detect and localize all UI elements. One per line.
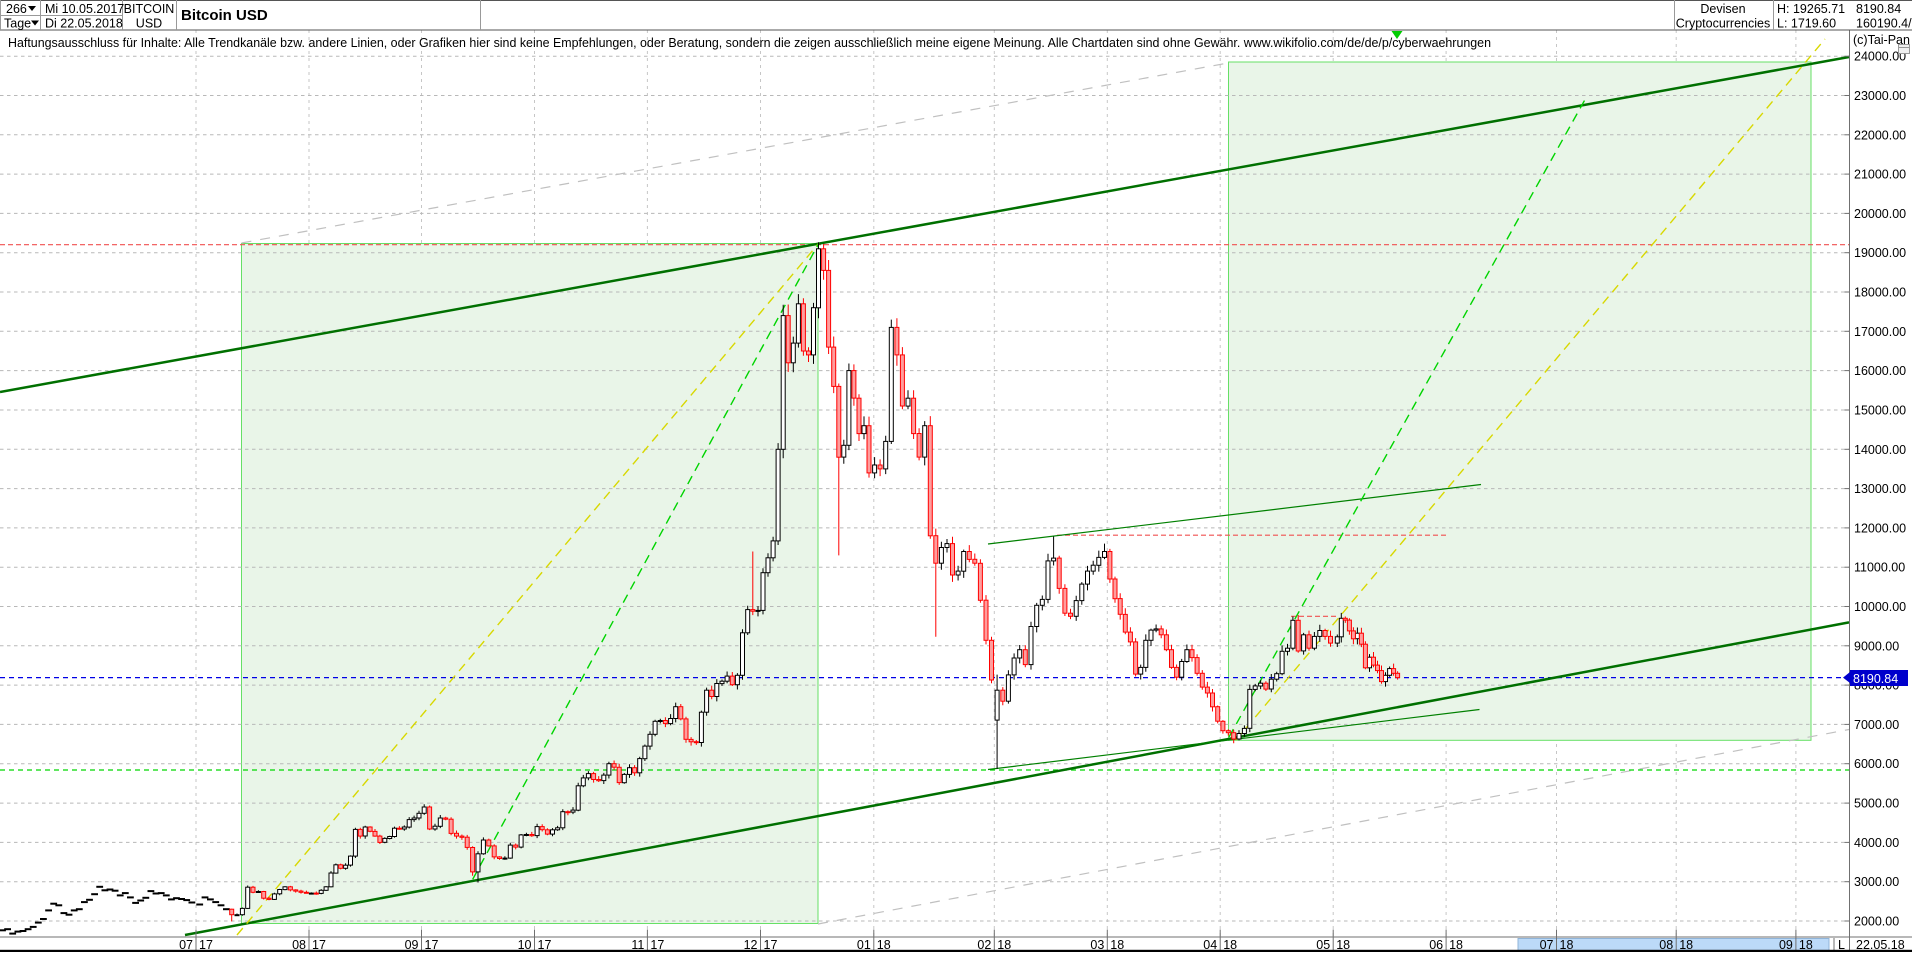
svg-text:04: 04 [1203,938,1217,952]
svg-text:15000.00: 15000.00 [1854,404,1906,418]
svg-text:Devisen: Devisen [1700,2,1745,16]
svg-text:17: 17 [425,938,439,952]
svg-text:22.05.18: 22.05.18 [1856,938,1905,952]
svg-text:3000.00: 3000.00 [1854,875,1899,889]
svg-text:L: L [1838,938,1845,952]
svg-text:18: 18 [1336,938,1350,952]
svg-text:10000.00: 10000.00 [1854,600,1906,614]
svg-text:Bitcoin USD: Bitcoin USD [181,7,268,24]
svg-text:18: 18 [1110,938,1124,952]
svg-text:11000.00: 11000.00 [1854,561,1905,575]
svg-text:09: 09 [405,938,419,952]
svg-text:7000.00: 7000.00 [1854,718,1899,732]
svg-text:20000.00: 20000.00 [1854,207,1906,221]
svg-text:06: 06 [1429,938,1443,952]
svg-text:8190.84: 8190.84 [1856,2,1901,16]
svg-text:19000.00: 19000.00 [1854,246,1906,260]
svg-text:24000.00: 24000.00 [1854,50,1906,64]
svg-text:17: 17 [650,938,664,952]
svg-text:266: 266 [6,2,27,16]
svg-text:BITCOIN: BITCOIN [124,2,175,16]
svg-text:03: 03 [1090,938,1104,952]
svg-text:17: 17 [312,938,326,952]
svg-text:23000.00: 23000.00 [1854,89,1906,103]
svg-text:22000.00: 22000.00 [1854,128,1906,142]
svg-text:18: 18 [1449,938,1463,952]
svg-text:14000.00: 14000.00 [1854,443,1906,457]
svg-text:H: 19265.71: H: 19265.71 [1777,2,1845,16]
svg-text:Mi 10.05.2017: Mi 10.05.2017 [45,2,124,16]
svg-text:18: 18 [1679,938,1693,952]
svg-text:11: 11 [631,938,644,952]
svg-text:21000.00: 21000.00 [1854,168,1906,182]
svg-text:10: 10 [518,938,532,952]
svg-text:Haftungsausschluss für Inhalte: Haftungsausschluss für Inhalte: Alle Tre… [8,36,1491,50]
svg-text:18: 18 [1223,938,1237,952]
svg-text:4000.00: 4000.00 [1854,836,1899,850]
svg-text:18: 18 [1560,938,1574,952]
svg-text:02: 02 [977,938,991,952]
svg-text:L: 1719.60: L: 1719.60 [1777,17,1836,31]
svg-text:07: 07 [179,938,193,952]
svg-text:08: 08 [1659,938,1673,952]
svg-text:Tage: Tage [4,17,31,31]
svg-text:5000.00: 5000.00 [1854,797,1899,811]
svg-text:18000.00: 18000.00 [1854,286,1906,300]
svg-text:09: 09 [1779,938,1793,952]
svg-text:07: 07 [1540,938,1554,952]
svg-text:12000.00: 12000.00 [1854,521,1906,535]
svg-text:13000.00: 13000.00 [1854,482,1906,496]
svg-text:05: 05 [1316,938,1330,952]
svg-text:17000.00: 17000.00 [1854,325,1906,339]
svg-text:17: 17 [199,938,213,952]
svg-text:16000.00: 16000.00 [1854,364,1906,378]
svg-text:(c)Tai-Pan: (c)Tai-Pan [1853,33,1910,47]
svg-text:18: 18 [877,938,891,952]
svg-text:17: 17 [538,938,552,952]
svg-text:18: 18 [1799,938,1813,952]
svg-text:Cryptocurrencies: Cryptocurrencies [1676,17,1770,31]
svg-text:18: 18 [997,938,1011,952]
svg-text:Di 22.05.2018: Di 22.05.2018 [45,17,123,31]
svg-text:USD: USD [136,17,162,31]
svg-text:6000.00: 6000.00 [1854,757,1899,771]
svg-text:12: 12 [744,938,758,952]
svg-text:160190.4/: 160190.4/ [1856,17,1912,31]
svg-text:08: 08 [292,938,306,952]
svg-text:9000.00: 9000.00 [1854,639,1899,653]
svg-text:2000.00: 2000.00 [1854,915,1899,929]
svg-text:01: 01 [857,938,871,952]
svg-text:8190.84: 8190.84 [1853,672,1898,686]
svg-text:17: 17 [764,938,778,952]
